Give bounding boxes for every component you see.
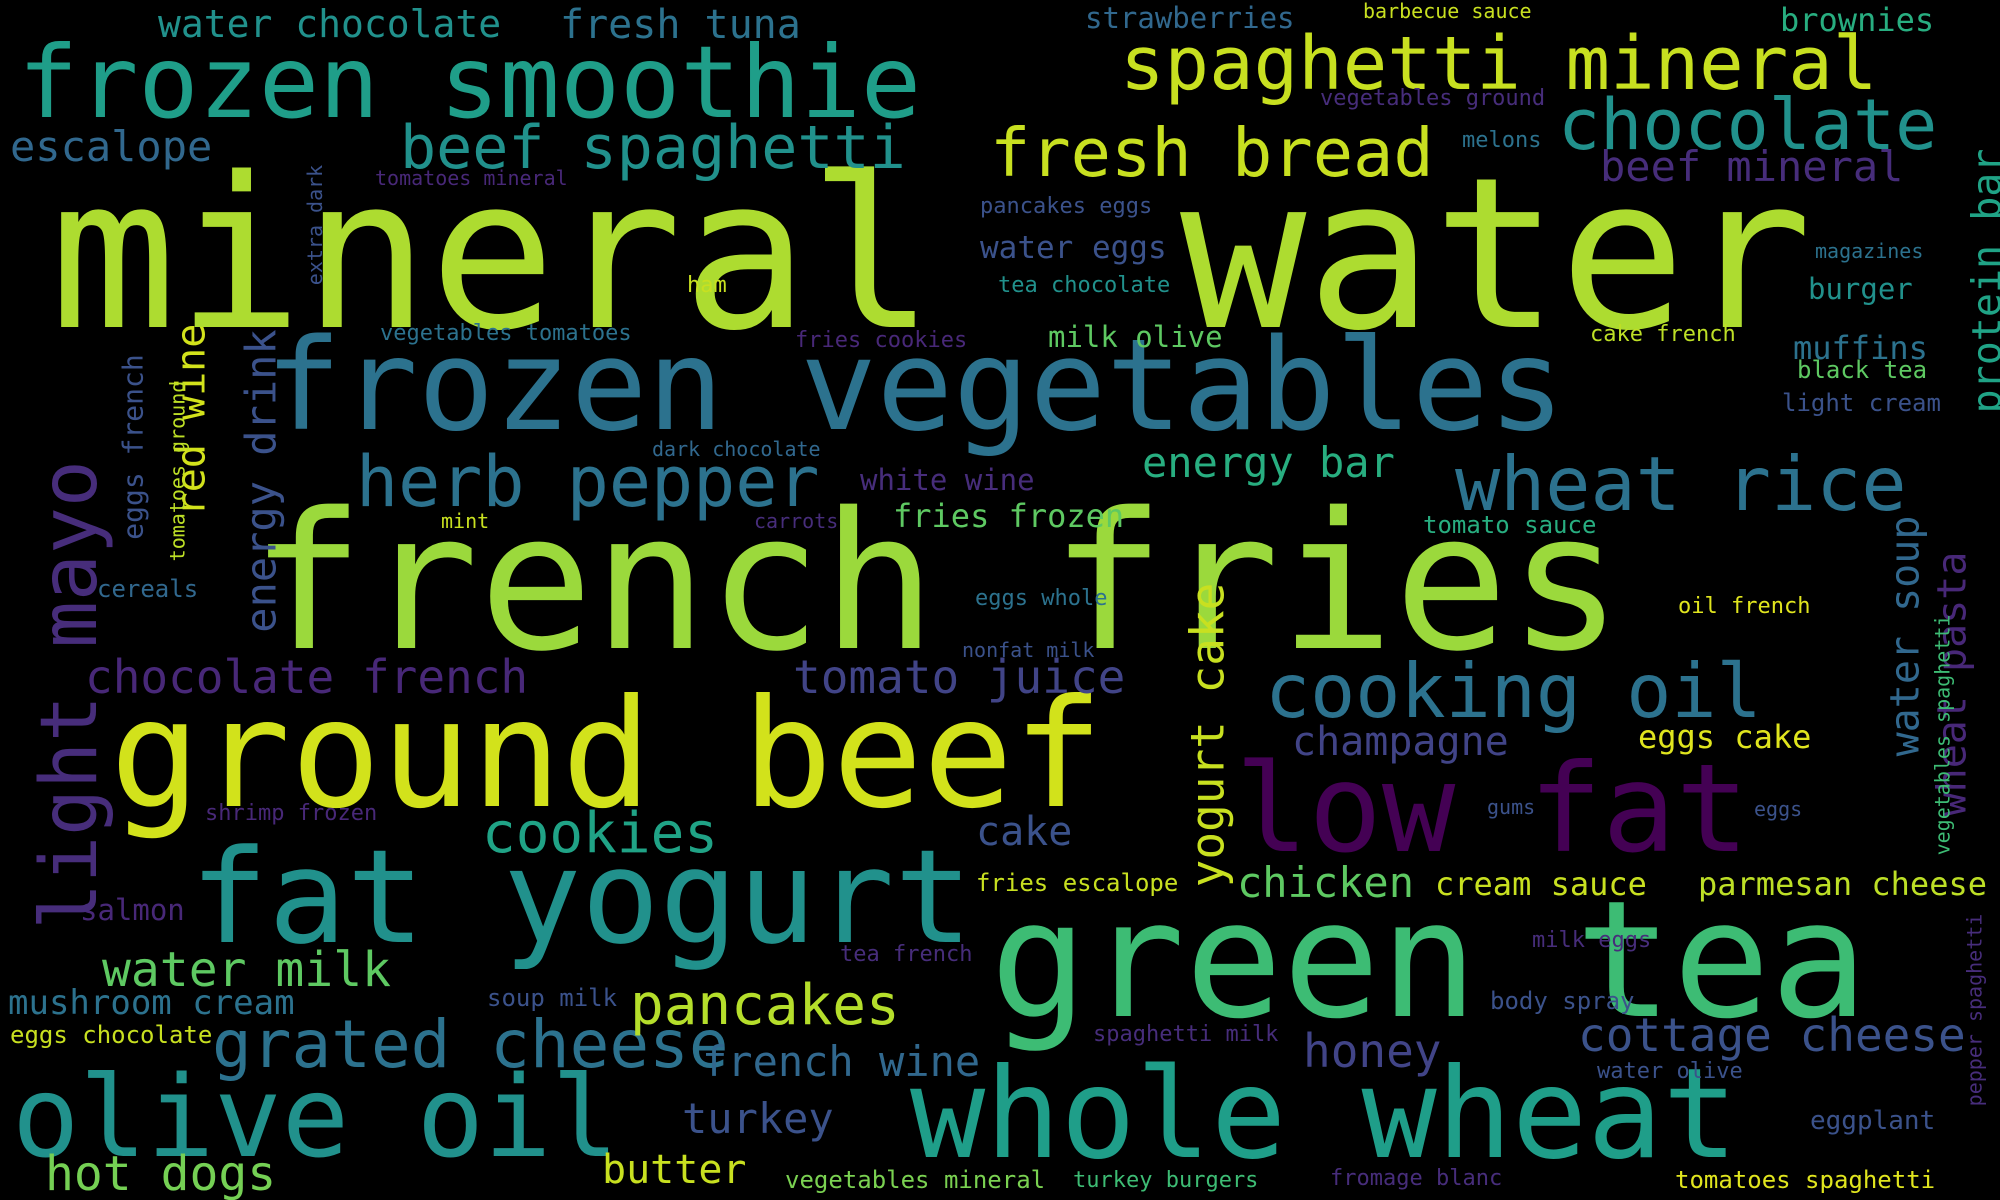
word-water-olive: water olive (1597, 1059, 1743, 1084)
word-milk-eggs: milk eggs (1532, 928, 1652, 953)
word-turkey: turkey (682, 1094, 834, 1143)
word-fat-yogurt: fat yogurt (190, 821, 973, 973)
word-low-fat: low fat (1235, 738, 1750, 880)
word-beef-spaghetti: beef spaghetti (400, 113, 906, 183)
word-fromage-blanc: fromage blanc (1330, 1166, 1503, 1191)
word-beef-mineral: beef mineral (1600, 142, 1904, 191)
word-cereals: cereals (97, 575, 199, 603)
word-eggs-chocolate: eggs chocolate (10, 1021, 213, 1049)
word-fresh-bread: fresh bread (990, 114, 1434, 192)
word-fries-escalope: fries escalope (976, 869, 1179, 897)
word-tea-chocolate: tea chocolate (998, 273, 1171, 298)
word-strawberries: strawberries (1085, 1, 1295, 35)
word-tomatoes-mineral: tomatoes mineral (375, 166, 568, 190)
word-milk-olive: milk olive (1048, 320, 1223, 354)
word-butter: butter (602, 1147, 747, 1193)
word-chocolate-french: hot dogs (45, 1146, 277, 1200)
word-water: water (1180, 132, 1813, 377)
word-honey: honey (1303, 1024, 1442, 1078)
word-ham: ham (687, 273, 727, 298)
word-cake: cake (976, 809, 1073, 855)
word-fries-cookies: fries cookies (795, 328, 968, 353)
word-water-chocolate: water chocolate (158, 2, 502, 46)
word-yogurt-cake: yogurt cake (1180, 582, 1235, 888)
word-burger: burger (1808, 272, 1913, 306)
word-tomatoes-ground: tomatoes ground (165, 380, 190, 562)
word-mushroom-cream: mushroom cream (8, 983, 295, 1023)
word-escalope: escalope (10, 122, 213, 171)
word-chicken: chicken (1237, 858, 1415, 907)
word-white-wine: white wine (860, 463, 1035, 497)
word-salmon: salmon (80, 893, 185, 927)
word-brownies: brownies (1780, 1, 1935, 39)
word-champagne: champagne (1292, 719, 1509, 765)
word-melons: melons (1462, 128, 1542, 153)
word-carrots: carrots (754, 509, 839, 533)
word-muffins: muffins (1793, 329, 1928, 367)
word-cookies: grated cheese (212, 1006, 729, 1083)
word-tea-french: tea french (840, 942, 973, 967)
word-dark-chocolate: dark chocolate (652, 437, 821, 461)
word-chocolate: chocolate (1558, 84, 1938, 166)
word-body-spray: body spray (1490, 987, 1635, 1015)
word-oil-french: oil french (1678, 594, 1811, 619)
word-light-cream: light cream (1782, 389, 1941, 417)
word-ground-beef: ground beef (110, 668, 1104, 842)
word-french-fries: french fries (250, 472, 1623, 693)
word-spaghetti-mineral: spaghetti mineral (1120, 21, 1878, 107)
word-black-tea: black tea (1797, 356, 1928, 384)
word-mineral: mineral (50, 132, 936, 377)
word-water-milk: cookies (482, 801, 719, 866)
word-eggplant: eggplant (1810, 1106, 1936, 1136)
word-vegetables-ground: vegetables ground (1320, 86, 1546, 111)
word-magazines: magazines (1815, 239, 1924, 263)
word-fries-frozen: fries frozen (893, 497, 1125, 535)
word-protein-bar: protein bar (1964, 148, 2000, 414)
word-vegetables-mix: cottage cheese (1578, 1008, 1966, 1062)
word-spaghetti-milk: spaghetti milk (1093, 1022, 1279, 1047)
word-pancakes-eggs: pancakes eggs (980, 194, 1153, 219)
word-shrimp-frozen: shrimp frozen (205, 801, 378, 826)
word-soup-milk: soup milk (487, 984, 618, 1012)
word-cooking-oil: cooking oil (1265, 647, 1762, 735)
word-eggs-cake: eggs cake (1638, 718, 1812, 756)
word-eggs-french: eggs french (116, 354, 150, 540)
word-wheat-rice: wheat rice (1455, 440, 1907, 528)
word-pepper-spaghetti: pepper spaghetti (1962, 913, 1987, 1107)
word-frozen-smoothie: frozen smoothie (18, 24, 922, 141)
word-parmesan-cheese: parmesan cheese (1698, 865, 1987, 903)
word-olive-oil: olive oil (12, 1053, 619, 1183)
word-turkey-burgers: turkey burgers (1073, 1168, 1259, 1193)
word-tomato-juice: water milk (102, 942, 391, 998)
word-barbecue-sauce: barbecue sauce (1363, 0, 1532, 23)
word-mint: mint (441, 509, 490, 533)
word-fresh-tuna: fresh tuna (560, 2, 801, 48)
word-energy-bar: energy bar (1142, 438, 1395, 487)
word-extra-dark: extra dark (303, 164, 328, 286)
word-water-soup: water soup (1882, 515, 1929, 757)
word-vegetables-mineral: vegetables mineral (785, 1166, 1046, 1194)
word-vegetables-spaghetti: vegetables spaghetti (1930, 614, 1955, 856)
word-cake-french: cake french (1590, 322, 1736, 347)
word-grated-cheese: light mayo (24, 460, 115, 930)
word-light-mayo: tomato juice (793, 650, 1126, 704)
word-frozen-vegetables: frozen vegetables (265, 311, 1565, 459)
word-gums: gums (1487, 795, 1536, 819)
word-energy-drink: energy drink (236, 329, 286, 633)
word-green-tea: green tea (990, 867, 1868, 1055)
word-eggs: eggs (1754, 797, 1803, 821)
word-hot-dogs: pancakes (630, 973, 900, 1038)
word-cream-sauce: cream sauce (1435, 865, 1647, 903)
word-vegetables-tomatoes: vegetables tomatoes (380, 321, 632, 346)
word-eggs-whole: eggs whole (975, 586, 1108, 611)
word-herb-pepper: herb pepper (356, 441, 820, 523)
word-nonfat-milk: nonfat milk (962, 638, 1095, 662)
word-whole-wheat: whole wheat (910, 1042, 1738, 1187)
word-tomato-sauce: tomato sauce (1423, 511, 1597, 539)
word-tomatoes-spaghetti: tomatoes spaghetti (1675, 1166, 1936, 1194)
word-water-eggs: water eggs (980, 230, 1167, 266)
word-cottage-cheese: chocolate french (85, 650, 529, 704)
word-french-wine: french wine (702, 1037, 981, 1086)
